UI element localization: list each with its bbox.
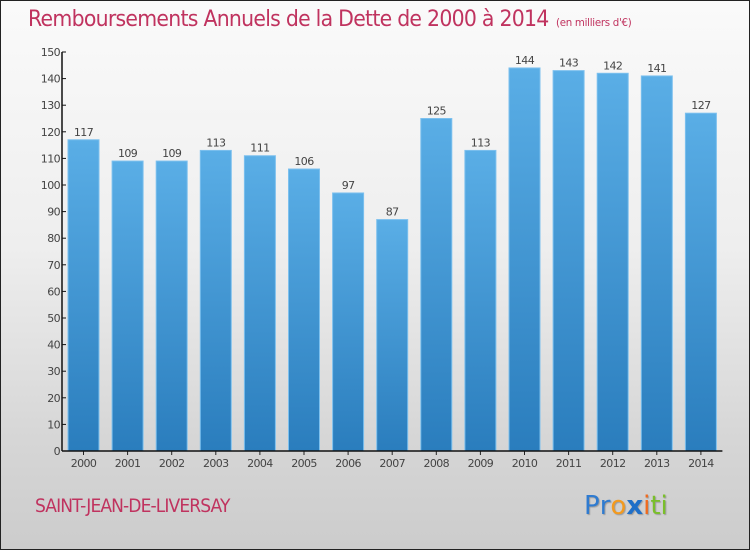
- chart-title-text: Remboursements Annuels de la Dette de 20…: [28, 7, 549, 32]
- bar-2004: [243, 155, 276, 452]
- x-tick-label-2011: 2011: [556, 457, 582, 470]
- value-label-2008: 125: [427, 105, 447, 118]
- bar-2003: [199, 149, 232, 452]
- bar-2007: [376, 219, 409, 452]
- y-tick-label-150: 150: [41, 46, 61, 59]
- y-tick-label-120: 120: [41, 126, 61, 139]
- bar-2014: [684, 112, 717, 452]
- x-tick-label-2000: 2000: [71, 457, 97, 470]
- logo-letter-1: r: [599, 491, 611, 521]
- y-tick-label-130: 130: [41, 99, 61, 112]
- value-label-2011: 143: [559, 57, 579, 70]
- chart-title: Remboursements Annuels de la Dette de 20…: [28, 7, 632, 32]
- value-label-2012: 142: [603, 59, 622, 72]
- x-tick-label-2010: 2010: [512, 457, 538, 470]
- bar-2009: [464, 149, 497, 452]
- y-tick-label-50: 50: [47, 312, 60, 325]
- bar-2001: [111, 160, 144, 452]
- y-tick-label-80: 80: [47, 232, 60, 245]
- bar-2010: [508, 67, 541, 452]
- x-tick-label-2012: 2012: [600, 457, 626, 470]
- value-label-2007: 87: [386, 206, 399, 219]
- x-tick-label-2007: 2007: [379, 457, 405, 470]
- value-label-2014: 127: [691, 99, 711, 112]
- value-label-2000: 117: [74, 126, 94, 139]
- bar-2011: [552, 70, 585, 452]
- x-tick-label-2006: 2006: [335, 457, 361, 470]
- x-tick-label-2009: 2009: [468, 457, 494, 470]
- bar-2000: [67, 139, 100, 452]
- y-tick-label-30: 30: [47, 365, 60, 378]
- y-tick-label-60: 60: [47, 285, 60, 298]
- value-label-2005: 106: [294, 155, 314, 168]
- value-label-2002: 109: [162, 147, 182, 160]
- value-label-2003: 113: [206, 136, 226, 149]
- logo-letter-6: i: [660, 491, 668, 521]
- bar-2006: [332, 192, 365, 452]
- bar-2012: [596, 72, 629, 452]
- x-tick-label-2002: 2002: [159, 457, 185, 470]
- logo-letter-2: o: [610, 491, 627, 521]
- logo-letter-0: P: [584, 491, 600, 521]
- value-label-2001: 109: [118, 147, 138, 160]
- y-tick-label-20: 20: [47, 392, 60, 405]
- x-tick-label-2004: 2004: [247, 457, 273, 470]
- x-tick-label-2005: 2005: [291, 457, 317, 470]
- y-tick-label-140: 140: [41, 73, 61, 86]
- y-tick-label-90: 90: [47, 206, 60, 219]
- value-label-2010: 144: [515, 54, 535, 67]
- logo-letter-4: i: [643, 491, 651, 521]
- value-label-2009: 113: [471, 136, 491, 149]
- x-tick-label-2013: 2013: [644, 457, 670, 470]
- bar-2005: [288, 168, 320, 452]
- value-label-2004: 111: [250, 142, 269, 155]
- logo-letter-5: t: [650, 491, 661, 521]
- y-tick-label-70: 70: [47, 259, 60, 272]
- value-label-2013: 141: [647, 62, 666, 75]
- value-label-2006: 97: [342, 179, 355, 192]
- x-tick-label-2003: 2003: [203, 457, 229, 470]
- bar-2008: [420, 118, 453, 452]
- y-tick-label-10: 10: [47, 418, 60, 431]
- y-tick-label-110: 110: [41, 152, 61, 165]
- logo-letter-3: x: [626, 491, 644, 521]
- bar-2013: [640, 75, 673, 452]
- bar-2002: [155, 160, 188, 452]
- chart-subtitle: (en milliers d'€): [555, 16, 632, 29]
- city-name: SAINT-JEAN-DE-LIVERSAY: [35, 495, 230, 517]
- y-tick-label-40: 40: [47, 339, 60, 352]
- y-tick-label-0: 0: [54, 445, 61, 458]
- y-tick-label-100: 100: [41, 179, 61, 192]
- x-tick-label-2008: 2008: [423, 457, 449, 470]
- x-tick-label-2001: 2001: [115, 457, 141, 470]
- proxiti-logo[interactable]: Proxiti: [584, 491, 668, 521]
- x-tick-label-2014: 2014: [688, 457, 714, 470]
